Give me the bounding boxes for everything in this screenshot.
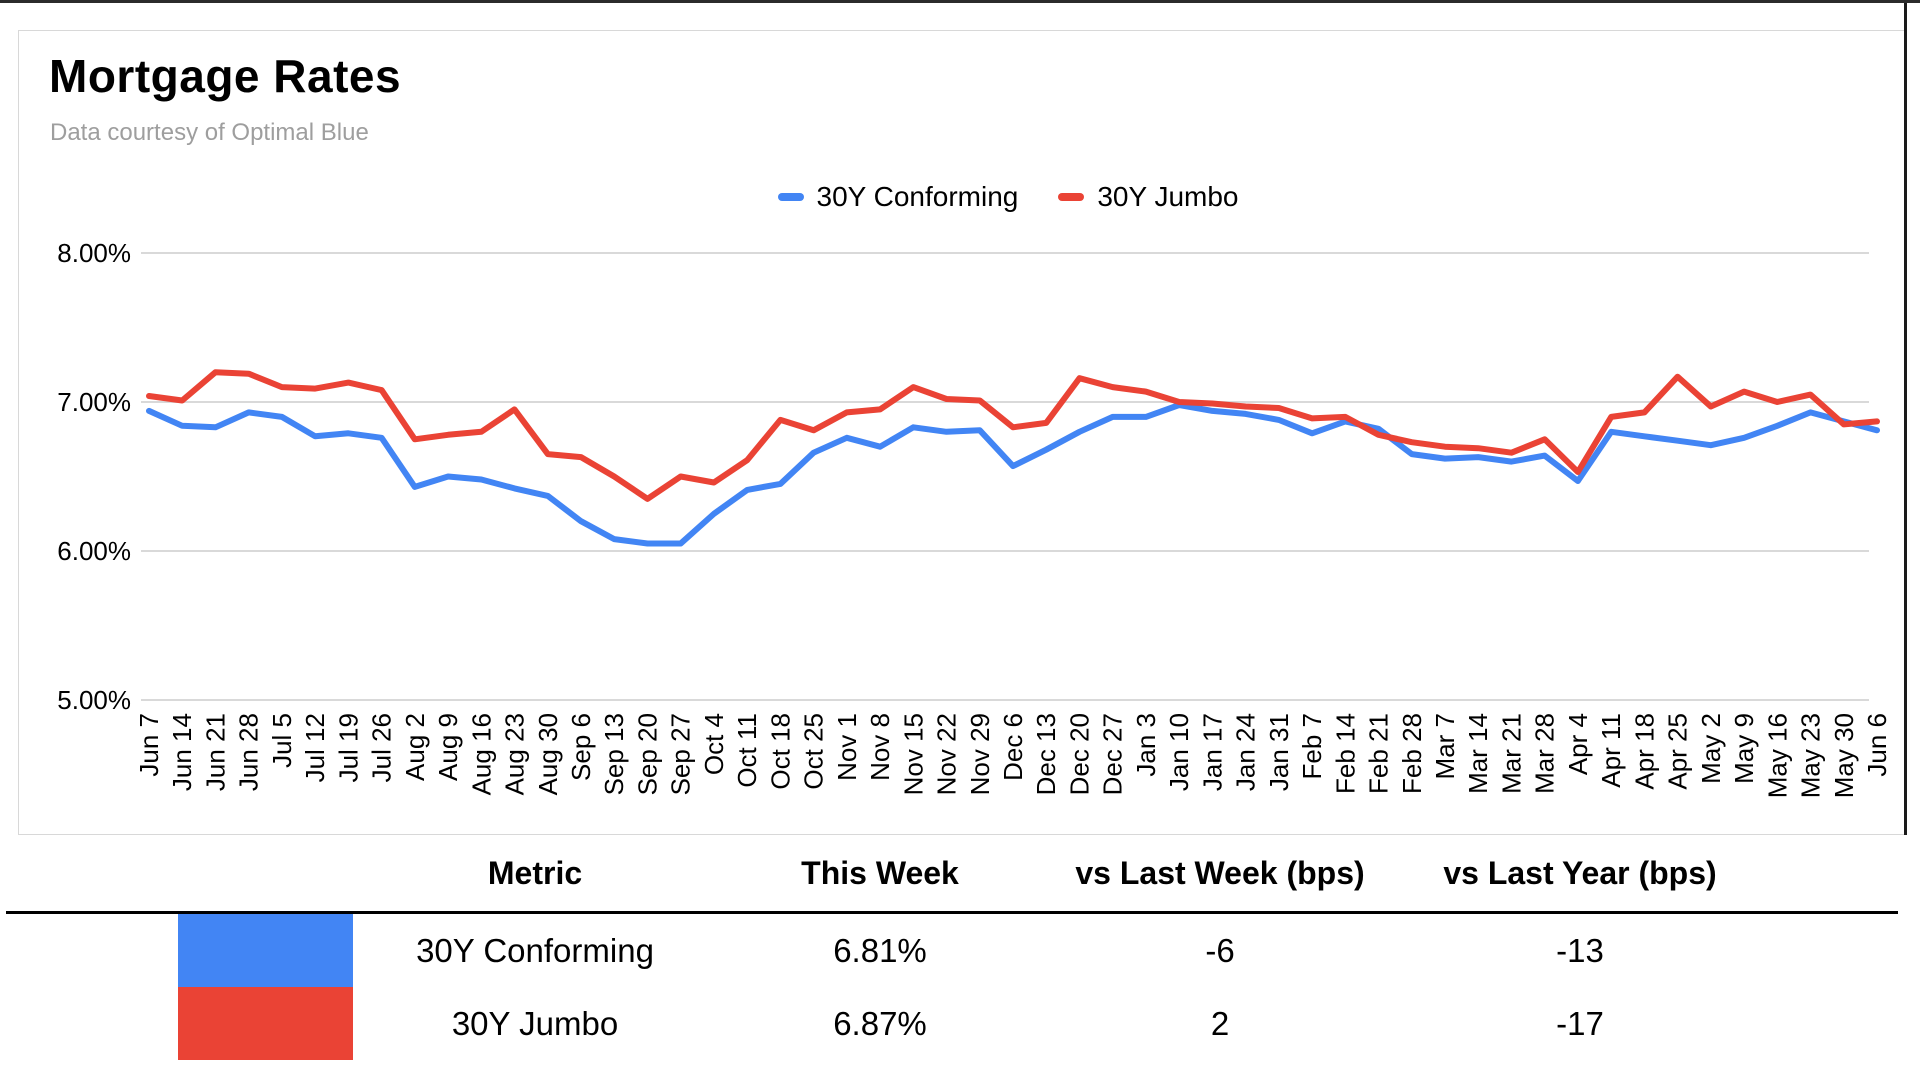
- x-axis-tick-label: Feb 7: [1297, 713, 1327, 780]
- x-axis-tick-label: Mar 21: [1497, 713, 1527, 794]
- x-axis-tick-label: Sep 27: [666, 713, 696, 795]
- metrics-table-header: Metric This Week vs Last Week (bps) vs L…: [0, 835, 1920, 911]
- y-axis-tick-label: 6.00%: [57, 536, 131, 566]
- x-axis-tick-label: Dec 13: [1031, 713, 1061, 795]
- x-axis-tick-label: Aug 9: [433, 713, 463, 781]
- x-axis-tick-label: Jan 17: [1197, 713, 1227, 791]
- header-spacer: [0, 835, 360, 911]
- y-axis-tick-label: 7.00%: [57, 387, 131, 417]
- x-axis-tick-label: Oct 11: [732, 713, 762, 788]
- table-row-30y-jumbo: 30Y Jumbo 6.87% 2 -17: [0, 987, 1920, 1060]
- vs-last-year-cell: -17: [1556, 1004, 1604, 1042]
- x-axis-tick-label: Jul 19: [333, 713, 363, 782]
- x-axis-tick-label: Sep 6: [566, 713, 596, 781]
- x-axis-tick-label: Jan 24: [1231, 713, 1261, 791]
- row-swatch-cell: [0, 987, 360, 1060]
- column-header-metric: Metric: [487, 854, 583, 891]
- chart-subtitle: Data courtesy of Optimal Blue: [50, 119, 369, 146]
- legend-item-30y-jumbo: 30Y Jumbo: [1058, 181, 1238, 213]
- row-swatch-cell: [0, 914, 360, 987]
- table-row-30y-conforming: 30Y Conforming 6.81% -6 -13: [0, 914, 1920, 987]
- legend-label: 30Y Conforming: [816, 181, 1019, 212]
- legend-swatch-icon: [777, 193, 804, 201]
- x-axis-tick-label: Jan 10: [1164, 713, 1194, 791]
- chart-title: Mortgage Rates: [49, 50, 402, 102]
- x-axis-tick-label: Nov 1: [832, 713, 862, 781]
- mortgage-rates-line-chart: 8.00%7.00%6.00%5.00%Jun 7 Jun 14 Jun 21 Jun…: [57, 238, 1892, 798]
- column-header-vs-last-year: vs Last Year (bps): [1443, 854, 1717, 891]
- series-color-swatch: [178, 914, 353, 987]
- x-axis-tick-label: Nov 29: [965, 713, 995, 795]
- x-axis-tick-label: Sep 13: [599, 713, 629, 795]
- x-axis-tick-label: May 30: [1829, 713, 1859, 798]
- x-axis-tick-label: Nov 22: [932, 713, 962, 795]
- x-axis-tick-label: Apr 18: [1629, 713, 1659, 790]
- metric-cell: 30Y Jumbo: [451, 1004, 619, 1042]
- x-axis-tick-label: Dec 27: [1098, 713, 1128, 795]
- x-axis-tick-label: Oct 18: [765, 713, 795, 790]
- x-axis-tick-label: Jun 21: [201, 713, 231, 791]
- x-axis-tick-label: Nov 15: [898, 713, 928, 795]
- y-axis-tick-label: 8.00%: [57, 238, 131, 268]
- series-line-30y-jumbo: [146, 369, 1880, 502]
- x-axis-tick-label: Aug 2: [400, 713, 430, 781]
- vs-last-week-cell: -6: [1205, 931, 1235, 969]
- x-axis-tick-label: Jan 31: [1264, 713, 1294, 791]
- chart-card: 8.00% 7.00% 6.00% 5.00% Jun 7 Jun 14 Jun 21 Jun…: [18, 30, 1906, 835]
- this-week-cell: 6.81%: [833, 931, 927, 969]
- x-axis-tick-label: Jun 7: [134, 713, 164, 777]
- x-axis-tick-label: Sep 20: [633, 713, 663, 795]
- this-week-cell: 6.87%: [833, 1004, 927, 1042]
- x-axis-tick-label: Nov 8: [865, 713, 895, 781]
- x-axis-tick-label: Feb 28: [1397, 713, 1427, 794]
- x-axis-tick-label: May 16: [1762, 713, 1792, 798]
- window-top-edge: [0, 0, 1920, 3]
- column-header-vs-last-week: vs Last Week (bps): [1075, 854, 1365, 891]
- x-axis-tick-label: Jun 6: [1862, 713, 1892, 777]
- x-axis-tick-label: Aug 23: [500, 713, 530, 795]
- x-axis-tick-label: Dec 20: [1065, 713, 1095, 795]
- x-axis-tick-label: May 23: [1796, 713, 1826, 798]
- vs-last-year-cell: -13: [1556, 931, 1604, 969]
- x-axis-tick-label: Apr 11: [1596, 713, 1626, 788]
- x-axis-tick-label: Jan 3: [1131, 713, 1161, 777]
- table-divider: [6, 911, 1898, 914]
- series-line-30y-conforming: [146, 402, 1880, 547]
- x-axis-tick-label: Mar 7: [1430, 713, 1460, 779]
- x-axis-tick-label: Jul 5: [267, 713, 297, 768]
- x-axis-tick-label: Jul 12: [300, 713, 330, 782]
- series-color-swatch: [178, 987, 353, 1060]
- x-axis-tick-label: Aug 30: [533, 713, 563, 795]
- x-axis-tick-label: Jul 26: [367, 713, 397, 782]
- x-axis-tick-label: Feb 14: [1330, 713, 1360, 794]
- vs-last-week-cell: 2: [1210, 1004, 1230, 1042]
- metric-cell: 30Y Conforming: [416, 931, 654, 969]
- x-axis-tick-label: Feb 21: [1364, 713, 1394, 794]
- metrics-table: Metric This Week vs Last Week (bps) vs L…: [0, 835, 1920, 1066]
- legend-swatch-icon: [1058, 193, 1085, 201]
- x-axis-tick-label: Dec 6: [998, 713, 1028, 781]
- x-axis-tick-label: Jun 28: [234, 713, 264, 791]
- y-axis-tick-label: 5.00%: [57, 685, 131, 715]
- x-axis-tick-label: Aug 16: [466, 713, 496, 795]
- x-axis-tick-label: Apr 4: [1563, 713, 1593, 775]
- x-axis-tick-label: Jun 14: [167, 713, 197, 791]
- legend-item-30y-conforming: 30Y Conforming: [777, 181, 1019, 213]
- x-axis-tick-label: Mar 28: [1530, 713, 1560, 794]
- x-axis-tick-label: Oct 4: [699, 713, 729, 775]
- legend-label: 30Y Jumbo: [1097, 181, 1239, 212]
- metrics-table-body: 30Y Conforming 6.81% -6 -13 30Y Jumbo 6.87% 2 -…: [0, 914, 1920, 1060]
- column-header-this-week: This Week: [801, 854, 959, 891]
- chart-legend: 30Y Conforming 30Y Jumbo: [19, 181, 1907, 213]
- x-axis-tick-label: Apr 25: [1663, 713, 1693, 790]
- x-axis-tick-label: May 2: [1696, 713, 1726, 784]
- x-axis-tick-label: May 9: [1729, 713, 1759, 784]
- window-right-edge: [1904, 3, 1907, 836]
- x-axis-tick-label: Oct 25: [799, 713, 829, 790]
- x-axis-tick-label: Mar 14: [1463, 713, 1493, 794]
